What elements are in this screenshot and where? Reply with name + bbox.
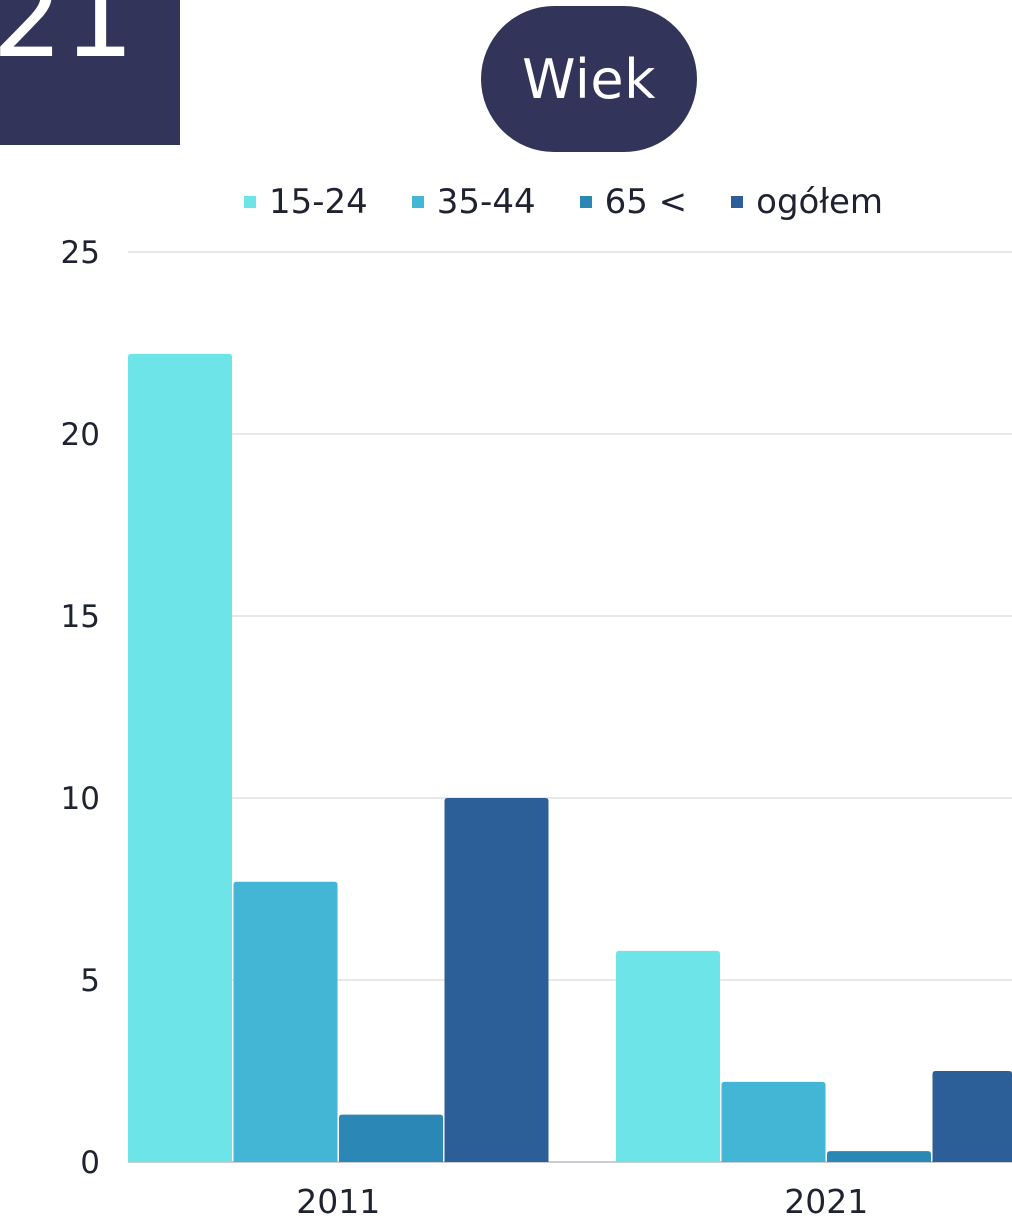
chart-title: Wiek [481,6,697,152]
bar-2021-3 [827,1151,931,1162]
corner-block: 21 [0,0,180,145]
bar-2011-2 [233,881,338,1162]
y-tick-label: 20 [61,417,100,453]
bar-2011-1 [128,353,232,1162]
bar-2021-2 [721,1081,826,1162]
x-category-label-2021: 2021 [784,1182,868,1221]
legend-swatch-ogolem [731,196,744,208]
legend-label-65-plus: 65 < [604,182,688,222]
legend-item-35-44: 35-44 [411,182,536,222]
y-tick-label: 0 [80,1145,100,1181]
y-tick-label: 5 [80,963,100,999]
chart-legend: 15-24 35-44 65 < ogółem [244,182,883,222]
legend-label-15-24: 15-24 [269,182,368,222]
y-tick-label: 25 [61,235,100,271]
legend-item-ogolem: ogółem [731,182,883,222]
legend-label-35-44: 35-44 [436,182,536,222]
legend-swatch-65-plus [579,196,592,208]
legend-swatch-15-24 [244,196,256,208]
x-category-label-2011: 2011 [296,1182,380,1221]
legend-item-65-plus: 65 < [579,182,688,222]
y-tick-label: 15 [61,599,100,635]
corner-number: 21 [0,0,135,83]
bar-2011-3 [339,1114,443,1162]
legend-swatch-35-44 [411,196,424,208]
legend-item-15-24: 15-24 [244,182,368,222]
y-tick-label: 10 [61,781,100,817]
legend-label-ogolem: ogółem [756,182,884,222]
bar-2021-1 [616,950,720,1162]
bar-2021-4 [932,1071,1012,1162]
bar-2011-4 [444,798,549,1162]
